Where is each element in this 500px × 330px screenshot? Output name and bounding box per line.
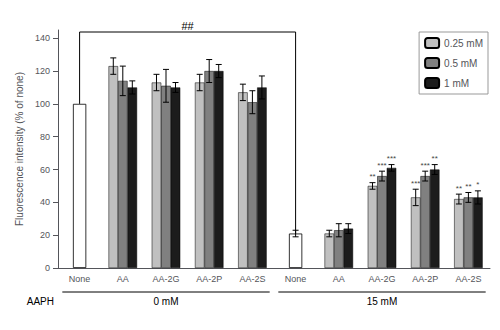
svg-text:0: 0 bbox=[45, 263, 50, 273]
svg-text:AA: AA bbox=[333, 274, 345, 284]
svg-text:***: *** bbox=[421, 161, 430, 170]
svg-text:Fluorescence intensity (% of n: Fluorescence intensity (% of none) bbox=[14, 72, 25, 226]
svg-text:120: 120 bbox=[35, 66, 50, 76]
svg-text:***: *** bbox=[377, 161, 386, 170]
svg-text:20: 20 bbox=[40, 230, 50, 240]
svg-text:15 mM: 15 mM bbox=[367, 296, 398, 307]
svg-text:AA-2P: AA-2P bbox=[196, 274, 222, 284]
svg-text:None: None bbox=[69, 274, 91, 284]
svg-text:AA-2G: AA-2G bbox=[368, 274, 395, 284]
svg-text:None: None bbox=[285, 274, 307, 284]
svg-text:***: *** bbox=[387, 154, 396, 163]
svg-text:***: *** bbox=[411, 179, 420, 188]
svg-text:##: ## bbox=[181, 20, 194, 32]
svg-text:100: 100 bbox=[35, 99, 50, 109]
svg-text:**: ** bbox=[456, 184, 462, 193]
svg-text:**: ** bbox=[369, 172, 375, 181]
svg-text:40: 40 bbox=[40, 197, 50, 207]
svg-text:1 mM: 1 mM bbox=[444, 78, 469, 89]
svg-text:**: ** bbox=[465, 182, 471, 191]
svg-text:AA-2S: AA-2S bbox=[455, 274, 481, 284]
svg-text:AA-2P: AA-2P bbox=[412, 274, 438, 284]
svg-text:0.25 mM: 0.25 mM bbox=[444, 38, 483, 49]
svg-text:80: 80 bbox=[40, 132, 50, 142]
svg-text:*: * bbox=[476, 180, 479, 189]
svg-text:0.5 mM: 0.5 mM bbox=[444, 58, 477, 69]
svg-text:AA-2S: AA-2S bbox=[239, 274, 265, 284]
svg-text:AA: AA bbox=[117, 274, 129, 284]
svg-text:**: ** bbox=[432, 154, 438, 163]
svg-text:60: 60 bbox=[40, 165, 50, 175]
svg-text:AAPH: AAPH bbox=[27, 296, 54, 307]
svg-text:0 mM: 0 mM bbox=[154, 296, 179, 307]
svg-text:140: 140 bbox=[35, 33, 50, 43]
svg-text:AA-2G: AA-2G bbox=[152, 274, 179, 284]
